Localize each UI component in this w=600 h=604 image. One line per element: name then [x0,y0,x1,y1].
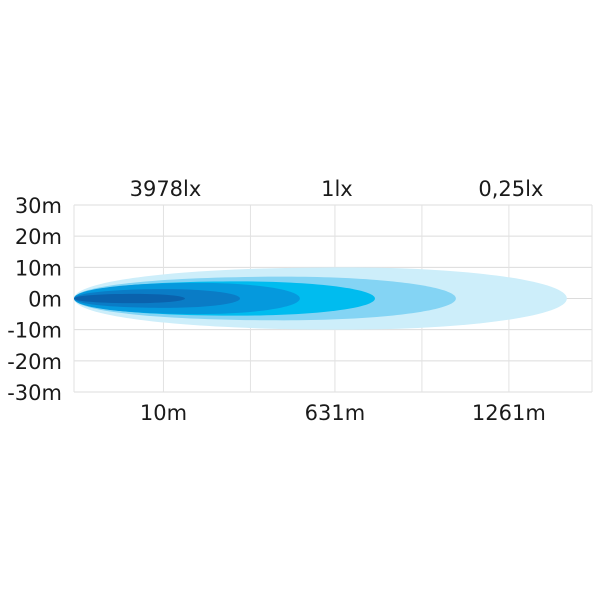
y-axis-labels: 30m 20m 10m 0m -10m -20m -30m [7,194,62,405]
lux-label: 1lx [321,177,353,201]
y-tick-label: 10m [15,256,62,280]
lux-label: 0,25lx [478,177,543,201]
y-tick-label: 30m [15,194,62,218]
beam-lobes [74,267,567,330]
x-axis-labels: 10m 631m 1261m [140,401,546,425]
y-tick-label: 20m [15,225,62,249]
y-tick-label: -20m [7,350,62,374]
y-tick-label: 0m [28,288,62,312]
y-tick-label: -10m [7,319,62,343]
x-tick-label: 10m [140,401,187,425]
lux-labels: 3978lx 1lx 0,25lx [130,177,544,201]
beam-lobe [74,293,185,304]
lux-label: 3978lx [130,177,202,201]
y-tick-label: -30m [7,381,62,405]
x-tick-label: 1261m [472,401,546,425]
x-tick-label: 631m [305,401,366,425]
